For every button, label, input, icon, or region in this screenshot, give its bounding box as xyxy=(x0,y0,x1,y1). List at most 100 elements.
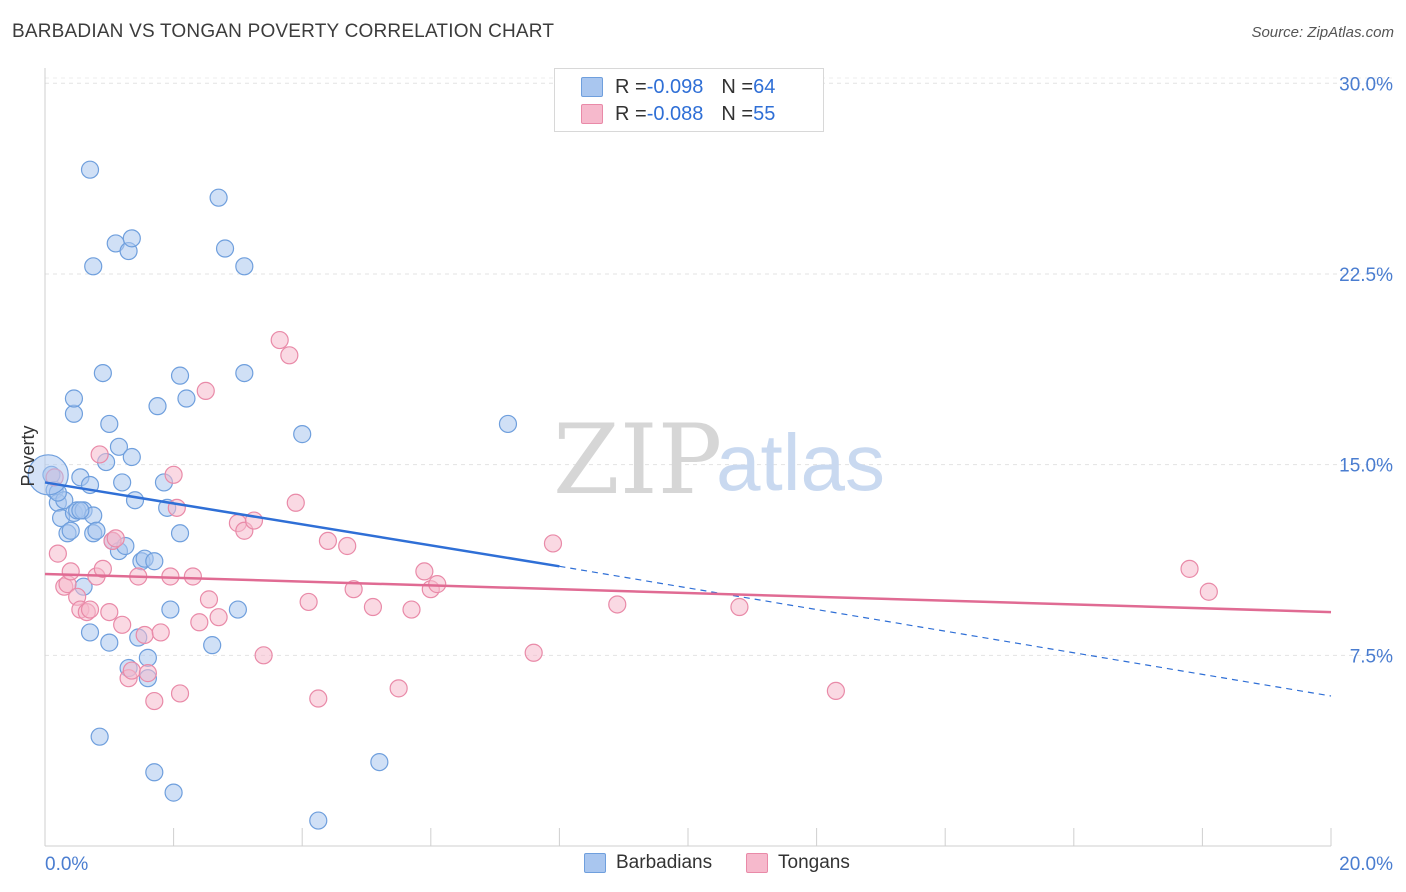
tongan-point xyxy=(209,608,228,627)
stats-legend: R = -0.098 N = 64 R = -0.088 N = 55 xyxy=(554,68,824,132)
barbadian-point xyxy=(161,600,180,619)
barbadian-point xyxy=(100,414,119,434)
tongan-point xyxy=(80,600,100,619)
tongan-point xyxy=(389,679,408,698)
series-legend: Barbadians Tongans xyxy=(0,852,1406,876)
tongan-point xyxy=(190,613,209,632)
y-tick-labels: 7.5% 15.0% 22.5% 30.0% xyxy=(1339,74,1393,667)
tongan-point xyxy=(164,465,183,484)
x-tick-labels: 0.0% 20.0% xyxy=(45,854,1393,875)
barbadian-point xyxy=(71,501,90,520)
barbadian-point xyxy=(64,404,84,423)
data-points xyxy=(27,160,1218,830)
tongan-point xyxy=(730,597,749,617)
watermark-zip: ZIP xyxy=(553,404,722,516)
barbadian-point xyxy=(293,425,312,444)
barbadian-point xyxy=(215,239,235,258)
tongan-point xyxy=(286,493,305,512)
tongan-point xyxy=(608,595,627,614)
x-tick-label: 20.0% xyxy=(1339,854,1393,875)
y-tick-label: 22.5% xyxy=(1339,265,1393,286)
chart-source: Source: ZipAtlas.com xyxy=(1251,24,1394,41)
legend-n-label: N = xyxy=(721,75,754,98)
tongan-point xyxy=(344,580,363,599)
tongan-point xyxy=(1199,582,1218,601)
barbadian-point xyxy=(122,447,141,467)
barbadian-point xyxy=(113,473,132,492)
legend-r-value: -0.088 xyxy=(646,102,704,125)
barbadian-point xyxy=(84,257,103,276)
tongan-point xyxy=(106,529,125,548)
legend-item-tongans[interactable]: Tongans xyxy=(746,852,850,874)
tongan-point xyxy=(93,559,112,578)
legend-n-label: N = xyxy=(721,102,754,125)
x-tick-marks xyxy=(44,828,1332,846)
y-axis-title: Poverty xyxy=(18,425,38,486)
barbadian-point xyxy=(125,491,145,510)
barbadian-point xyxy=(235,363,254,383)
barbadian-point xyxy=(145,763,164,782)
tongan-point xyxy=(299,592,318,612)
tongan-point xyxy=(113,615,132,634)
legend-swatch-barbadians xyxy=(584,853,606,873)
tongan-point xyxy=(48,544,67,563)
barbadian-trend-extension xyxy=(559,565,1332,697)
legend-n-value: 64 xyxy=(753,75,776,98)
tongan-point xyxy=(199,590,219,609)
legend-swatch-barbadians xyxy=(581,77,603,97)
y-tick-label: 7.5% xyxy=(1350,646,1393,667)
tongan-point xyxy=(254,646,273,665)
barbadian-point xyxy=(164,783,183,802)
tongan-point xyxy=(1180,559,1199,578)
barbadian-point xyxy=(80,623,100,642)
x-tick-label: 0.0% xyxy=(45,854,88,875)
tongan-point xyxy=(524,643,543,662)
barbadian-point xyxy=(177,389,196,408)
tongan-point xyxy=(543,534,563,553)
legend-row-barbadians: R = -0.098 N = 64 xyxy=(581,75,775,99)
legend-r-value: -0.098 xyxy=(646,75,704,98)
barbadian-point xyxy=(138,648,157,667)
barbadian-point xyxy=(235,257,254,276)
barbadian-point xyxy=(309,811,328,830)
tongan-point xyxy=(135,625,154,645)
tongan-point xyxy=(138,664,157,683)
tongan-point xyxy=(826,681,845,701)
barbadian-point xyxy=(370,752,389,772)
barbadian-point xyxy=(228,600,247,619)
tongan-point xyxy=(183,567,202,586)
legend-n-value: 55 xyxy=(753,102,776,125)
tongan-point xyxy=(145,691,164,711)
barbadian-point xyxy=(90,727,109,746)
watermark-atlas: atlas xyxy=(716,418,885,507)
tongan-point xyxy=(338,536,357,556)
tongan-point xyxy=(61,562,80,581)
tongan-point xyxy=(428,575,447,594)
legend-label-tongans: Tongans xyxy=(778,852,850,873)
barbadian-point xyxy=(209,188,228,207)
legend-r-label: R = xyxy=(615,102,647,125)
legend-swatch-tongans xyxy=(746,853,768,873)
tongan-point xyxy=(122,661,141,680)
barbadian-point xyxy=(203,636,222,655)
barbadian-point xyxy=(87,521,106,540)
tongan-point xyxy=(196,381,215,400)
chart-title: BARBADIAN VS TONGAN POVERTY CORRELATION … xyxy=(12,21,555,42)
barbadian-point xyxy=(122,229,141,248)
tongan-point xyxy=(363,597,383,617)
tongan-point xyxy=(270,330,289,350)
tongan-point xyxy=(170,684,190,703)
legend-item-barbadians[interactable]: Barbadians xyxy=(584,852,712,874)
barbadian-point xyxy=(170,524,190,543)
y-tick-label: 15.0% xyxy=(1339,456,1393,477)
y-tick-label: 30.0% xyxy=(1339,74,1393,95)
tongan-point xyxy=(309,689,328,708)
barbadian-point xyxy=(100,633,119,652)
trend-lines xyxy=(44,481,1332,697)
legend-r-label: R = xyxy=(615,75,647,98)
legend-label-barbadians: Barbadians xyxy=(616,852,713,873)
barbadian-trend-line xyxy=(44,481,560,568)
barbadian-point xyxy=(61,521,80,540)
barbadian-point xyxy=(145,552,164,571)
